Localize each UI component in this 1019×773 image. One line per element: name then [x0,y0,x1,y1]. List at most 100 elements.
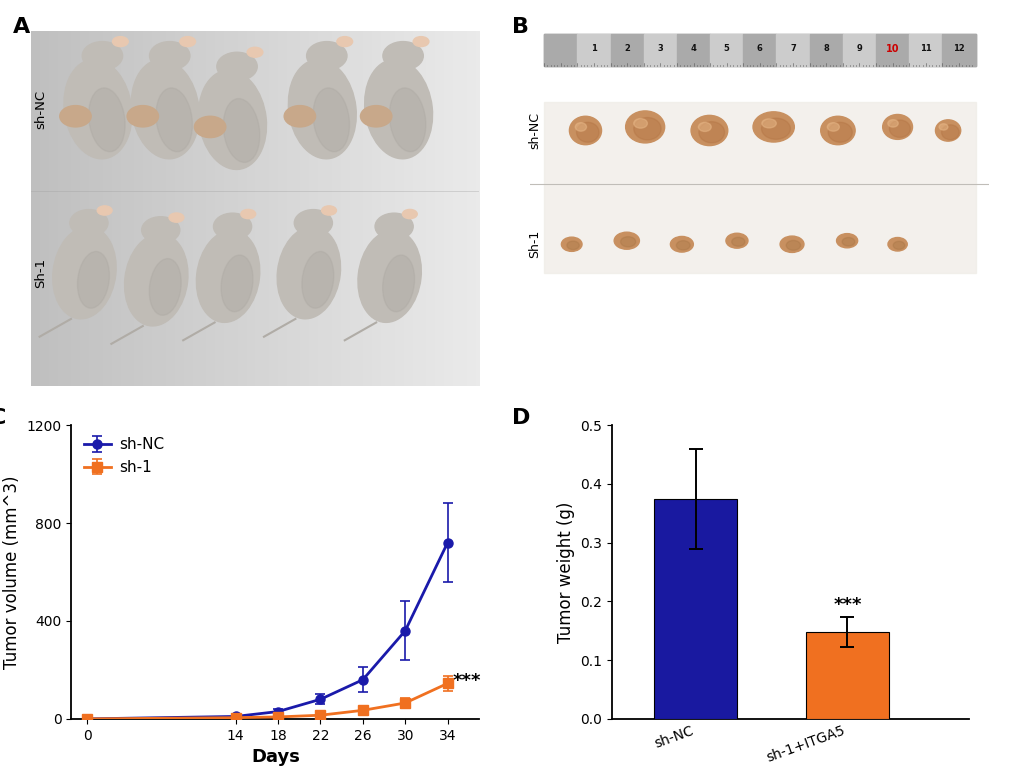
Text: ***: *** [452,672,481,690]
Ellipse shape [698,122,710,131]
Ellipse shape [293,209,332,237]
Bar [544,35,577,66]
Text: 9: 9 [856,44,861,53]
Ellipse shape [53,226,116,318]
Ellipse shape [288,60,356,158]
Ellipse shape [360,106,391,127]
Ellipse shape [131,60,199,158]
Ellipse shape [77,251,109,308]
Ellipse shape [199,70,266,169]
Text: 10: 10 [886,44,899,54]
Text: 3: 3 [657,44,662,53]
Ellipse shape [195,116,225,138]
Text: 8: 8 [822,44,828,53]
Text: ***: *** [833,596,861,615]
Ellipse shape [881,114,912,139]
Y-axis label: Tumor volume (mm^3): Tumor volume (mm^3) [3,475,21,669]
Bar [653,499,737,719]
Ellipse shape [97,206,112,215]
Ellipse shape [842,237,854,246]
Ellipse shape [820,116,854,145]
Ellipse shape [60,106,91,127]
Ellipse shape [69,209,108,237]
Text: C: C [0,407,6,427]
Ellipse shape [313,88,350,152]
Ellipse shape [217,53,257,80]
Bar [544,102,975,273]
Ellipse shape [213,213,252,240]
Ellipse shape [127,106,158,127]
Bar [544,35,975,66]
Bar [643,35,677,66]
Ellipse shape [625,111,664,143]
Ellipse shape [888,237,906,251]
Text: 4: 4 [690,44,696,53]
Ellipse shape [827,122,852,142]
Bar [677,35,709,66]
Ellipse shape [307,42,346,70]
Bar [577,35,610,66]
Ellipse shape [569,116,601,145]
Ellipse shape [567,241,579,250]
Bar [805,632,889,719]
Bar [743,35,775,66]
Ellipse shape [731,237,744,247]
Ellipse shape [358,230,421,322]
Ellipse shape [676,240,690,250]
Text: sh-NC: sh-NC [35,90,47,129]
Ellipse shape [761,118,790,139]
Ellipse shape [277,226,340,318]
Ellipse shape [893,241,904,250]
Ellipse shape [223,99,260,162]
Ellipse shape [302,251,333,308]
Text: 5: 5 [723,44,729,53]
Ellipse shape [149,259,181,315]
Ellipse shape [887,120,898,127]
Ellipse shape [726,233,747,248]
Ellipse shape [364,60,432,158]
Ellipse shape [150,42,190,70]
Ellipse shape [752,112,794,142]
Legend: sh-NC, sh-1: sh-NC, sh-1 [78,433,168,479]
Ellipse shape [375,213,413,240]
Text: 12: 12 [952,44,964,53]
Ellipse shape [197,230,260,322]
Ellipse shape [83,42,122,70]
Bar [908,35,942,66]
Bar [842,35,875,66]
Ellipse shape [142,216,179,243]
Text: Sh-1: Sh-1 [528,230,541,258]
Ellipse shape [284,106,315,127]
Text: 11: 11 [919,44,930,53]
Ellipse shape [836,233,857,248]
Ellipse shape [321,206,336,215]
Ellipse shape [64,60,131,158]
Ellipse shape [576,122,598,142]
Ellipse shape [934,120,960,141]
Ellipse shape [780,236,803,253]
Ellipse shape [112,36,128,46]
Bar [709,35,743,66]
X-axis label: Days: Days [251,748,300,766]
Ellipse shape [382,255,414,312]
Bar [610,35,643,66]
Text: 7: 7 [790,44,795,53]
Ellipse shape [560,237,582,251]
Ellipse shape [620,237,635,247]
Ellipse shape [575,123,586,131]
Ellipse shape [941,124,958,140]
Ellipse shape [247,47,263,57]
Ellipse shape [413,36,428,46]
Ellipse shape [336,36,353,46]
Ellipse shape [389,88,425,152]
Bar [875,35,908,66]
Text: A: A [12,17,30,36]
Text: Sh-1: Sh-1 [35,257,47,288]
Ellipse shape [169,213,183,222]
Ellipse shape [89,88,125,152]
Text: D: D [512,407,530,427]
Text: B: B [512,17,529,36]
Ellipse shape [613,232,639,249]
Ellipse shape [179,36,196,46]
Ellipse shape [826,123,839,131]
